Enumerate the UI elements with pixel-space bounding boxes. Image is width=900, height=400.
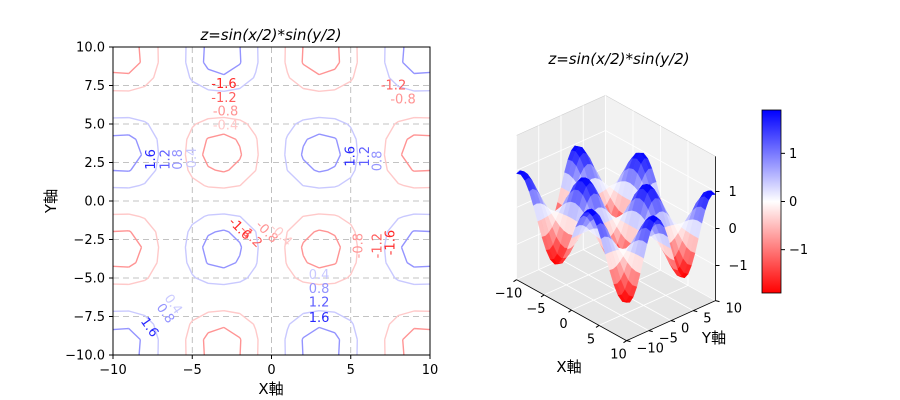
contour-y-axis-label: Y軸 <box>42 189 60 214</box>
surface-z-tick-label: 1 <box>729 185 737 200</box>
surface-x-tick <box>568 309 572 313</box>
surface-z-tick-label: 0 <box>729 222 737 237</box>
contour-value-label: -1.2 <box>211 91 236 106</box>
contour-value-label: 1.6 <box>344 146 359 167</box>
surface-patch <box>622 301 630 303</box>
colorbar-gradient <box>761 109 782 294</box>
surface-x-tick <box>595 324 600 328</box>
contour-value-label: 0.4 <box>185 148 200 169</box>
contour-y-tick-label: −5.0 <box>73 272 105 287</box>
surface-x-tick-label: 10 <box>610 348 627 363</box>
contour-value-label: -1.2 <box>381 79 406 94</box>
surface-x-tick-label: −5 <box>526 302 545 317</box>
colorbar-ticks: −1 0 1 <box>781 147 808 258</box>
contour-line <box>112 46 431 356</box>
contour-x-axis-label: X軸 <box>258 380 283 398</box>
contour-value-label: 1.6 <box>309 311 330 326</box>
contour-value-label: 1.2 <box>358 146 373 167</box>
surface-y-tick-label: 0 <box>681 322 689 337</box>
surface-grid-line <box>516 130 606 171</box>
contour-value-label: 0.8 <box>171 149 186 170</box>
surface-x-axis-label: X軸 <box>556 358 581 376</box>
contour-value-label: -0.8 <box>352 233 367 258</box>
surface-y-tick <box>648 330 653 333</box>
contour-y-tick-label: −10.0 <box>65 349 105 364</box>
contour-value-label: -0.8 <box>213 105 238 120</box>
contour-y-tick-label: 10.0 <box>76 41 105 56</box>
surface-y-tick-label: −10 <box>637 342 664 357</box>
contour-x-tick-label: 5 <box>347 363 355 378</box>
surface-x-tick <box>540 294 545 298</box>
contour-x-tick-label: 0 <box>267 363 275 378</box>
surface-z-tick-label: −1 <box>729 259 748 274</box>
contour-title: z=sin(x/2)*sin(y/2) <box>199 26 341 44</box>
surface-x-tick <box>623 340 627 344</box>
colorbar-tick-label: 0 <box>789 195 797 210</box>
contour-value-label: 0.8 <box>371 151 386 172</box>
contour-line <box>112 46 431 356</box>
contour-y-tick-label: 0.0 <box>84 195 105 210</box>
surface-x-ticks: −10 −5 0 5 10 <box>495 279 627 363</box>
contour-value-label: -0.8 <box>390 92 415 107</box>
contour-y-tick-label: 2.5 <box>84 156 105 171</box>
contour-line <box>112 46 431 356</box>
surface-x-tick-label: 5 <box>587 332 595 347</box>
contour-y-tick-label: −2.5 <box>73 233 105 248</box>
contour-value-label: 1.6 <box>144 149 159 170</box>
surface-grid-line <box>605 130 716 192</box>
contour-value-label: 0.4 <box>309 268 330 283</box>
contour-value-label: -1.6 <box>383 230 398 255</box>
contour-value-label: -1.2 <box>371 233 386 258</box>
contour-value-label: -1.6 <box>211 77 236 92</box>
surface-z-ticks: −1 0 1 <box>715 185 748 274</box>
surface-y-tick-label: −5 <box>659 332 678 347</box>
contour-lines <box>112 46 431 356</box>
surface-y-tick <box>670 320 676 323</box>
colorbar: −1 0 1 <box>761 109 808 294</box>
colorbar-tick-label: 1 <box>789 147 797 162</box>
contour-chart: z=sin(x/2)*sin(y/2) -1.6-1.2-0.8-0.4-1.2… <box>42 26 438 398</box>
contour-value-label: 1.2 <box>158 149 173 170</box>
surface-y-tick-label: 5 <box>703 312 711 327</box>
surface-y-tick <box>693 310 698 313</box>
surface-mesh <box>516 145 716 303</box>
contour-x-tick-label: 10 <box>422 363 439 378</box>
contour-value-label: -0.4 <box>213 119 238 134</box>
colorbar-tick-label: −1 <box>789 243 808 258</box>
surface-y-ticks: −10−505 10 <box>626 300 743 357</box>
contour-y-ticks: −10.0 −7.5 −5.0 −2.5 0.0 2.5 5.0 7.5 10.0 <box>65 41 113 364</box>
surface-title: z=sin(x/2)*sin(y/2) <box>547 50 689 68</box>
contour-x-tick-label: −5 <box>183 363 202 378</box>
surface-y-axis-label: Y軸 <box>701 329 726 347</box>
surface-grid-line <box>538 269 649 332</box>
contour-y-tick-label: 7.5 <box>84 79 105 94</box>
contour-x-tick-label: −10 <box>99 363 126 378</box>
contour-value-label: 1.2 <box>309 296 330 311</box>
surface-x-tick-label: −10 <box>495 287 522 302</box>
surface-y-tick-label: 10 <box>726 302 743 317</box>
surface-x-tick <box>513 279 517 283</box>
contour-labels: -1.6-1.2-0.8-0.4-1.2-0.8-1.6-1.2-0.8-0.4… <box>137 77 416 340</box>
surface-y-tick <box>626 340 631 343</box>
contour-line <box>112 46 431 356</box>
contour-y-tick-label: −7.5 <box>73 310 105 325</box>
contour-y-tick-label: 5.0 <box>84 118 105 133</box>
contour-x-ticks: −10 −5 0 5 10 <box>99 355 438 378</box>
contour-value-label: 0.8 <box>309 282 330 297</box>
surface-x-tick-label: 0 <box>559 317 567 332</box>
surface-y-tick <box>715 300 720 303</box>
